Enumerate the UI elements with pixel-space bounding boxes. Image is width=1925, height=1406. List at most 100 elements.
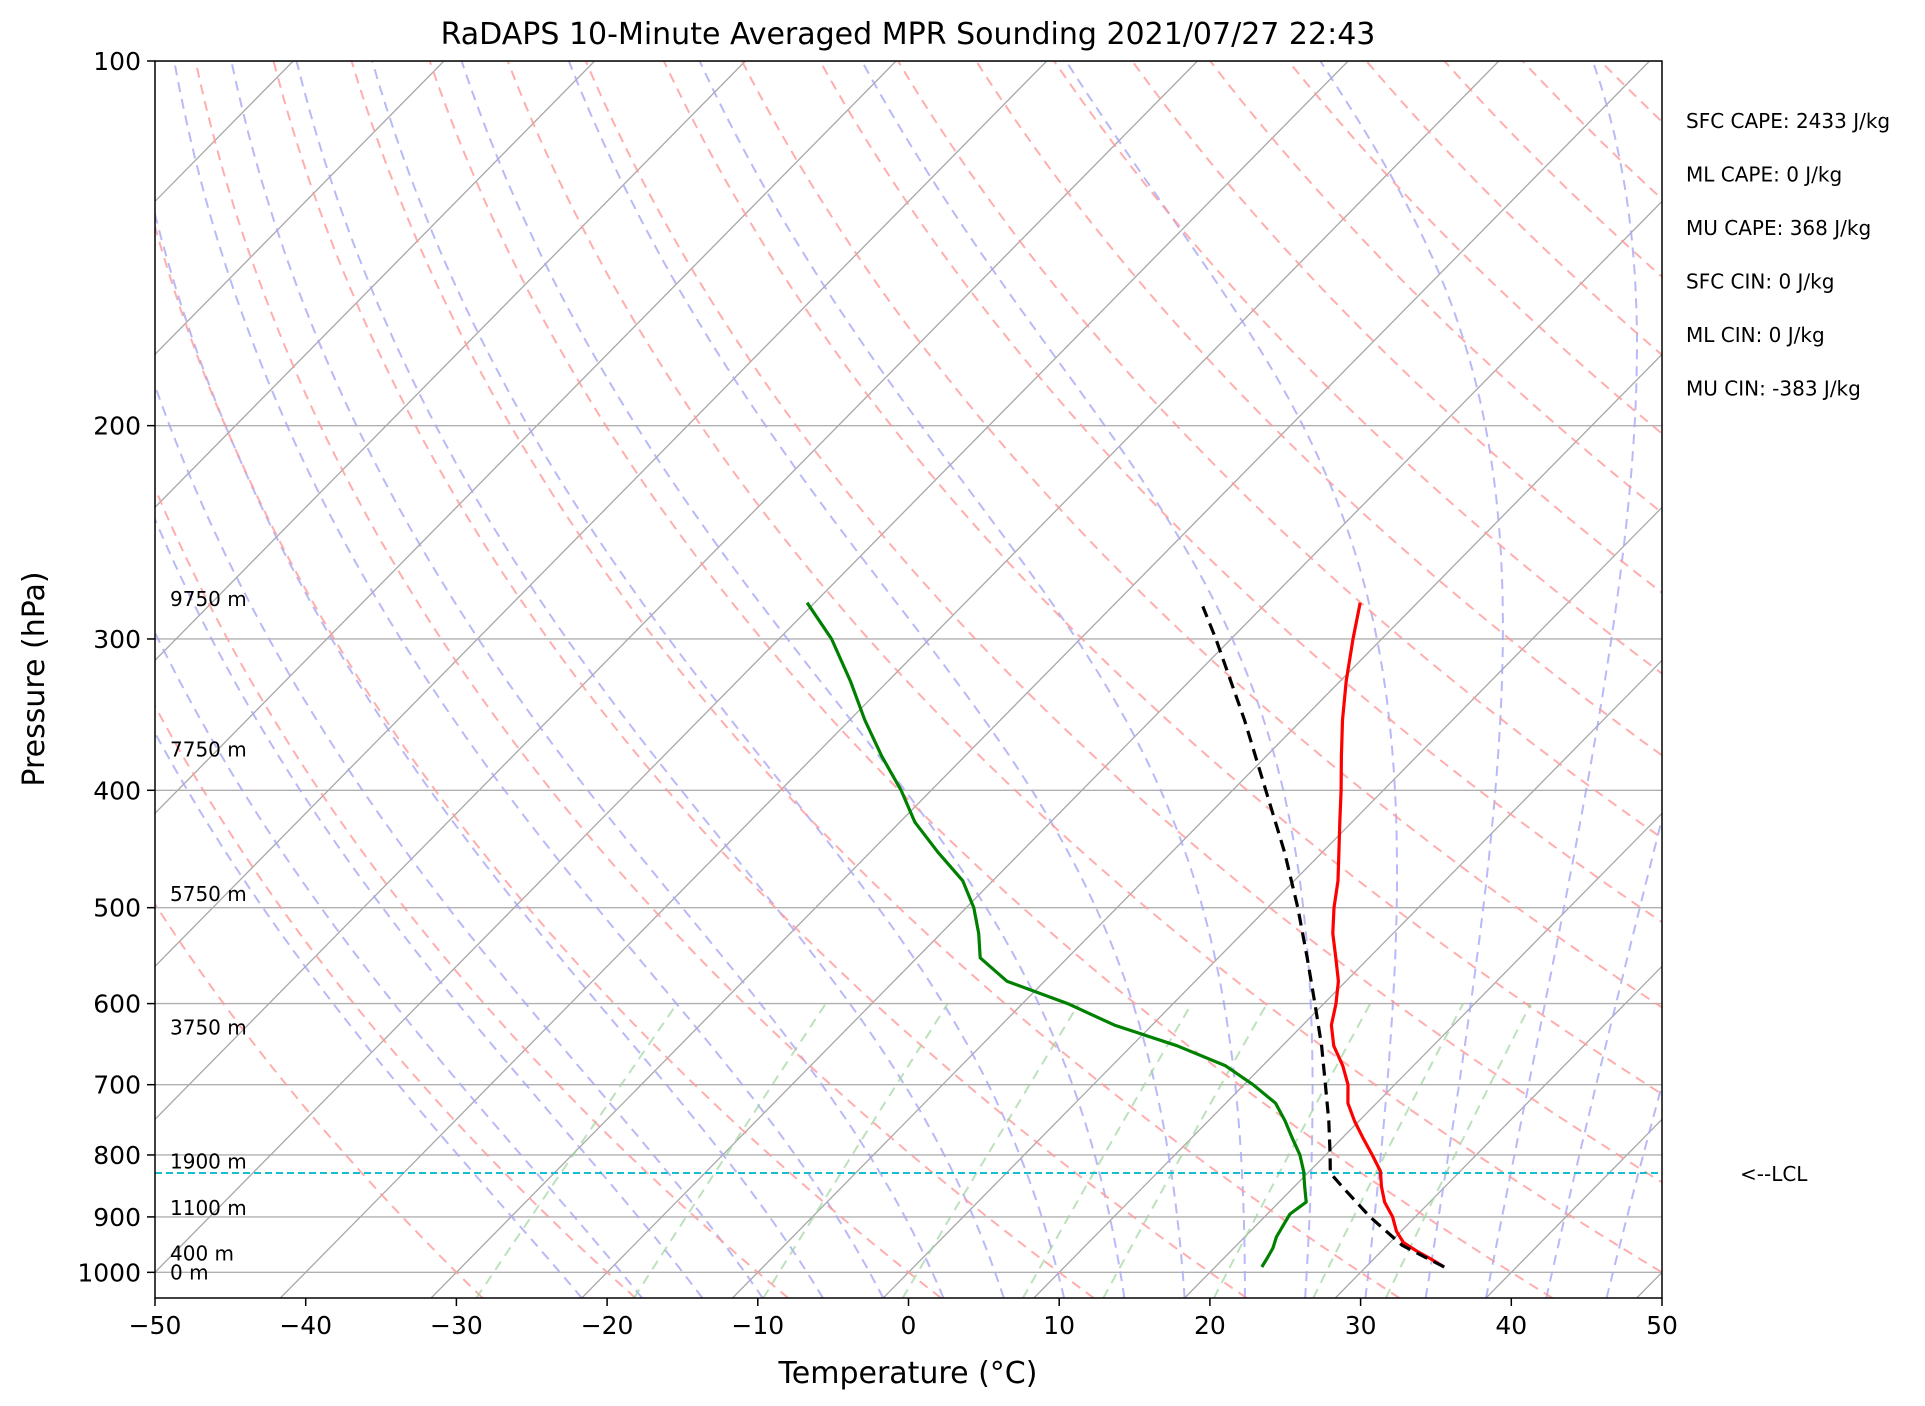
- dry-adiabat-line: [350, 61, 1400, 1298]
- moist-adiabat-line: [155, 630, 643, 1298]
- y-tick-label: 400: [93, 776, 141, 805]
- moist-adiabat-line: [1605, 1081, 1662, 1298]
- dry-adiabat-line: [155, 902, 484, 1298]
- x-tick-label: −50: [129, 1311, 182, 1340]
- isotherm-line: [155, 61, 445, 356]
- dry-adiabat-line: [1209, 61, 1662, 515]
- mixing-ratio-lines: [475, 1003, 1532, 1298]
- grid-layer: [155, 61, 1662, 1298]
- isotherm-line: [581, 200, 1662, 1298]
- dry-adiabat-line: [1131, 61, 1662, 594]
- dewpoint-profile-line: [805, 601, 1308, 1268]
- x-tick-label: 0: [901, 1311, 917, 1340]
- moist-adiabat-line: [1065, 61, 1398, 1298]
- height-label: 3750 m: [170, 1016, 247, 1040]
- dry-adiabat-line: [272, 61, 1248, 1298]
- height-label: 5750 m: [170, 882, 247, 906]
- x-tick-label: 30: [1345, 1311, 1377, 1340]
- moist-adiabat-line: [155, 730, 583, 1298]
- temperature-profile-line: [1329, 602, 1446, 1269]
- isotherm-line: [155, 61, 1198, 1121]
- y-tick-label: 200: [93, 412, 141, 441]
- dry-adiabat-line: [194, 61, 1095, 1298]
- mixing-ratio-line: [1102, 1003, 1268, 1298]
- moist-adiabat-line: [698, 61, 1246, 1298]
- stats-panel: SFC CAPE: 2433 J/kg ML CAPE: 0 J/kg MU CAP…: [1686, 109, 1890, 401]
- moist-adiabat-line: [460, 61, 1126, 1298]
- stat-text: SFC CIN: 0 J/kg: [1686, 270, 1834, 294]
- isotherm-line: [279, 61, 1500, 1298]
- dry-adiabat-line: [155, 704, 637, 1298]
- dry-adiabat-line: [428, 61, 1553, 1298]
- isotherm-line: [155, 61, 897, 815]
- y-tick-label: 1000: [77, 1258, 141, 1287]
- isotherm-line: [155, 61, 596, 509]
- mixing-ratio-line: [762, 1003, 949, 1298]
- isotherm-line: [1184, 812, 1662, 1298]
- x-ticks: −50 −40 −30 −20 −10 0 10 20 30 40 50: [129, 1298, 1678, 1340]
- isotherm-line: [155, 61, 1349, 1274]
- x-tick-label: 40: [1495, 1311, 1527, 1340]
- x-tick-label: 10: [1043, 1311, 1075, 1340]
- dry-adiabat-line: [1443, 61, 1662, 279]
- stat-text: MU CIN: -383 J/kg: [1686, 377, 1861, 401]
- moist-adiabat-line: [567, 61, 1186, 1298]
- y-ticks: 100 200 300 400 500 600 700 800 900 1000: [77, 47, 155, 1287]
- moist-adiabat-line: [371, 61, 1066, 1298]
- y-tick-label: 300: [93, 625, 141, 654]
- moist-adiabat-line: [295, 61, 1005, 1298]
- stat-text: SFC CAPE: 2433 J/kg: [1686, 109, 1890, 133]
- stat-text: ML CIN: 0 J/kg: [1686, 323, 1825, 347]
- isotherm-line: [882, 506, 1662, 1298]
- x-tick-label: 20: [1194, 1311, 1226, 1340]
- lcl-label: <--LCL: [1740, 1162, 1808, 1186]
- dry-adiabat-line: [584, 61, 1662, 1184]
- y-tick-label: 700: [93, 1071, 141, 1100]
- dry-adiabat-line: [897, 61, 1662, 840]
- height-label: 7750 m: [170, 737, 247, 761]
- y-tick-label: 500: [93, 894, 141, 923]
- height-label: 0 m: [170, 1260, 209, 1284]
- dry-adiabat-line: [662, 61, 1662, 1096]
- chart-title: RaDAPS 10-Minute Averaged MPR Sounding 2…: [441, 17, 1376, 52]
- mixing-ratio-line: [1384, 1003, 1532, 1298]
- dry-adiabat-line: [506, 61, 1662, 1274]
- dry-adiabat-line: [155, 485, 789, 1298]
- dry-adiabat-line: [1287, 61, 1662, 435]
- dry-adiabats: [155, 61, 1662, 1298]
- height-label: 400 m: [170, 1242, 234, 1266]
- dry-adiabat-line: [819, 61, 1662, 924]
- y-tick-label: 800: [93, 1141, 141, 1170]
- height-label: 9750 m: [170, 587, 247, 611]
- dry-adiabat-line: [155, 222, 942, 1298]
- isotherm-line: [1334, 965, 1662, 1298]
- x-tick-label: 50: [1646, 1311, 1678, 1340]
- x-tick-label: −10: [731, 1311, 784, 1340]
- mixing-ratio-line: [1312, 1003, 1464, 1298]
- y-tick-label: 100: [93, 47, 141, 76]
- moist-adiabat-line: [860, 61, 1314, 1298]
- isotherm-line: [1033, 659, 1662, 1298]
- isotherm-line: [155, 61, 1048, 968]
- y-axis-title: Pressure (hPa): [17, 571, 52, 786]
- height-label: 1900 m: [170, 1150, 247, 1174]
- moist-adiabat-line: [155, 516, 704, 1298]
- moist-adiabat-line: [230, 61, 945, 1298]
- y-tick-label: 900: [93, 1203, 141, 1232]
- moist-adiabat-line: [1545, 814, 1662, 1298]
- dry-adiabat-line: [741, 61, 1662, 1009]
- mixing-ratio-line: [633, 1003, 827, 1298]
- moist-adiabat-line: [155, 210, 824, 1298]
- x-axis-title: Temperature (°C): [778, 1356, 1038, 1391]
- stat-text: MU CAPE: 368 J/kg: [1686, 216, 1871, 240]
- dry-adiabat-line: [975, 61, 1662, 757]
- isotherm-line: [155, 61, 746, 662]
- height-labels: 9750 m 7750 m 5750 m 3750 m 1900 m 1100 m 400 …: [170, 587, 247, 1284]
- mixing-ratio-line: [475, 1003, 678, 1298]
- stat-text: ML CAPE: 0 J/kg: [1686, 163, 1842, 187]
- isotherm-line: [430, 61, 1651, 1298]
- moist-adiabats: [155, 61, 1662, 1298]
- y-tick-label: 600: [93, 990, 141, 1019]
